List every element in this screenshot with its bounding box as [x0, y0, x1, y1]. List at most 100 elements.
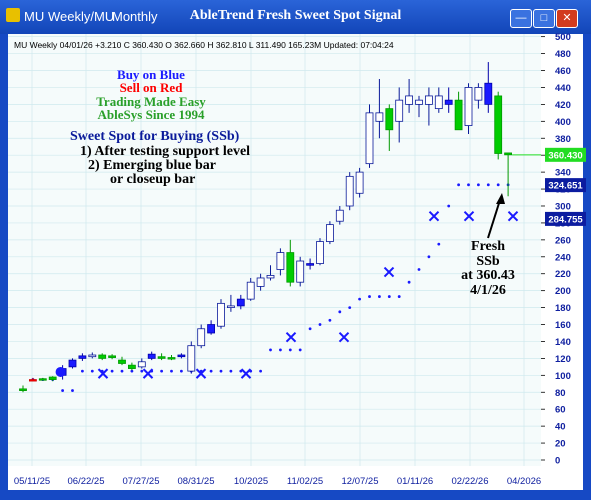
legend-ssb-3: or closeup bar	[110, 172, 196, 187]
chart-plot-area[interactable]	[8, 34, 541, 466]
support-dot	[110, 369, 114, 373]
x-marker	[383, 266, 395, 278]
support-dot	[358, 297, 361, 301]
tab-weekly[interactable]: Weekly/MU	[48, 9, 115, 24]
support-dot	[81, 369, 84, 373]
support-dot	[486, 183, 490, 187]
support-dot	[318, 323, 322, 326]
candle-body	[48, 376, 57, 380]
price-axis	[541, 34, 583, 466]
x-tick-label: 02/22/26	[452, 476, 489, 487]
candle-body	[286, 252, 295, 283]
y-tick-label: 500	[555, 32, 571, 43]
support-dot	[259, 369, 262, 373]
maximize-button[interactable]: □	[533, 9, 555, 28]
candle-body	[217, 302, 225, 327]
y-tick-label: 400	[555, 117, 571, 128]
support-dot	[328, 318, 332, 322]
support-dot	[269, 348, 272, 352]
tab-monthly[interactable]: Monthly	[112, 9, 158, 24]
support-dot	[298, 348, 302, 352]
y-tick-label: 140	[555, 337, 571, 348]
x-marker	[507, 210, 519, 222]
support-dot	[279, 348, 282, 352]
support-dot	[407, 280, 411, 284]
annotation-date: 4/1/26	[470, 283, 506, 298]
y-tick-label: 200	[555, 286, 571, 297]
annotation-price: at 360.43	[461, 268, 515, 283]
annotation-arrow	[487, 199, 501, 239]
x-tick-label: 12/07/25	[342, 476, 379, 487]
support-dot	[90, 369, 94, 373]
candle-body	[316, 241, 324, 264]
support-dot	[457, 183, 460, 187]
close-button[interactable]: ✕	[556, 9, 578, 28]
candle-body	[335, 209, 344, 222]
candle-body	[226, 305, 235, 308]
legend-ssb-title: Sweet Spot for Buying (SSb)	[70, 129, 240, 144]
support-dot	[427, 255, 431, 259]
support-dot	[447, 204, 451, 208]
y-tick-label: 260	[555, 235, 571, 246]
candle-body	[157, 356, 166, 359]
candle-body	[464, 87, 473, 126]
candle-body	[137, 361, 146, 368]
x-marker	[338, 332, 350, 343]
candle-body	[28, 379, 37, 382]
legend-ssb-2: 2) Emerging blue bar	[88, 158, 216, 173]
candle-body	[415, 99, 423, 105]
candle-body	[236, 298, 245, 307]
candle-body	[177, 354, 186, 358]
candle-body	[405, 95, 414, 105]
support-dot	[170, 369, 173, 373]
x-marker	[142, 368, 154, 379]
legend-since: AbleSys Since 1994	[97, 107, 205, 122]
legend-easy: Trading Made Easy	[96, 94, 206, 109]
candle-body	[474, 87, 483, 101]
x-marker	[97, 368, 109, 379]
y-tick-label: 100	[555, 371, 571, 382]
support-dot	[229, 369, 233, 373]
support-dot	[288, 348, 292, 352]
support-dot	[160, 369, 164, 373]
annotation-arrowhead	[496, 193, 505, 204]
candle-body	[256, 277, 265, 287]
y-tick-label: 180	[555, 303, 571, 314]
candle-body	[98, 354, 107, 359]
x-tick-label: 01/11/26	[397, 476, 433, 487]
buy-signal-dot	[55, 366, 66, 377]
legend-buy: Buy on Blue	[117, 67, 185, 82]
date-axis	[8, 466, 541, 490]
x-tick-label: 11/02/25	[287, 476, 323, 487]
candle-body	[375, 112, 384, 122]
x-marker	[195, 368, 207, 379]
support-dot	[209, 369, 213, 373]
support-dot	[368, 295, 371, 298]
y-tick-label: 160	[555, 320, 571, 331]
support-dot	[397, 295, 401, 298]
support-dot	[338, 310, 342, 314]
candle-body	[345, 175, 354, 207]
minimize-button[interactable]: —	[510, 9, 532, 28]
x-tick-label: 07/27/25	[123, 476, 160, 487]
candle-body	[68, 359, 77, 368]
support-dot	[417, 268, 421, 271]
support-dot	[437, 242, 441, 246]
support-dot	[219, 369, 223, 373]
close-price-tag: 360.430	[548, 150, 582, 161]
x-marker	[428, 210, 440, 222]
x-marker	[240, 368, 252, 379]
lower-price-tag: 284.755	[548, 214, 583, 225]
y-tick-label: 340	[555, 168, 571, 179]
candle-body	[444, 99, 453, 105]
candle-body	[385, 108, 394, 131]
support-dot	[496, 183, 500, 187]
candle-body	[88, 354, 97, 358]
candle-body	[365, 112, 374, 165]
candle-body	[78, 355, 87, 359]
support-dot	[140, 369, 144, 373]
tab-mu[interactable]: MU	[24, 9, 45, 24]
y-tick-label: 220	[555, 269, 571, 280]
candle-body	[454, 99, 463, 131]
